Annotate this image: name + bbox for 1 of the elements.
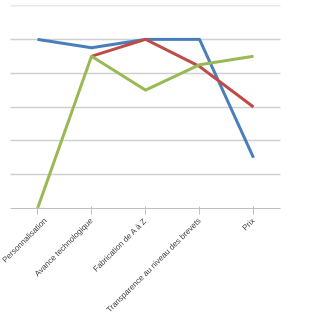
x-tick-label: Prix [240, 216, 257, 232]
